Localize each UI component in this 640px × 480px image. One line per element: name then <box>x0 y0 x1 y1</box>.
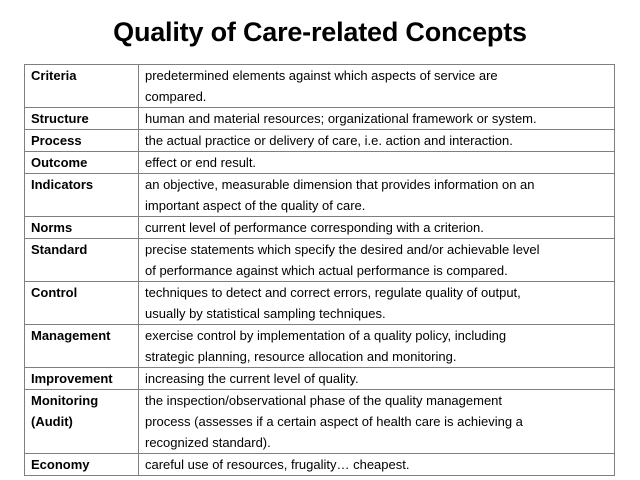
definition-cell: techniques to detect and correct errors,… <box>138 281 615 325</box>
definition-cell: predetermined elements against which asp… <box>138 64 615 108</box>
term-cell: Structure <box>24 107 139 130</box>
definition-cell: careful use of resources, frugality… che… <box>138 453 615 476</box>
table-row: Criteria predetermined elements against … <box>24 64 615 108</box>
table-row: Indicators an objective, measurable dime… <box>24 173 615 217</box>
definition-cell: current level of performance correspondi… <box>138 216 615 239</box>
term-cell: Process <box>24 129 139 152</box>
table-row: Monitoring (Audit) the inspection/observ… <box>24 389 615 454</box>
term-cell: Management <box>24 324 139 368</box>
term-cell: Indicators <box>24 173 139 217</box>
table-row: Structure human and material resources; … <box>24 107 615 130</box>
definition-cell: effect or end result. <box>138 151 615 174</box>
table-row: Outcome effect or end result. <box>24 151 615 174</box>
term-cell: Economy <box>24 453 139 476</box>
table-row: Norms current level of performance corre… <box>24 216 615 239</box>
term-cell: Control <box>24 281 139 325</box>
table-row: Improvement increasing the current level… <box>24 367 615 390</box>
term-cell: Monitoring (Audit) <box>24 389 139 454</box>
term-cell: Norms <box>24 216 139 239</box>
table-row: Management exercise control by implement… <box>24 324 615 368</box>
slide-title: Quality of Care-related Concepts <box>113 17 527 47</box>
concepts-table: Criteria predetermined elements against … <box>24 64 615 476</box>
table-row: Control techniques to detect and correct… <box>24 281 615 325</box>
term-cell: Improvement <box>24 367 139 390</box>
definition-cell: exercise control by implementation of a … <box>138 324 615 368</box>
term-cell: Criteria <box>24 64 139 108</box>
table-row: Standard precise statements which specif… <box>24 238 615 282</box>
term-cell: Standard <box>24 238 139 282</box>
table-row: Economy careful use of resources, frugal… <box>24 453 615 476</box>
definition-cell: an objective, measurable dimension that … <box>138 173 615 217</box>
definition-cell: precise statements which specify the des… <box>138 238 615 282</box>
definition-cell: the actual practice or delivery of care,… <box>138 129 615 152</box>
definition-cell: the inspection/observational phase of th… <box>138 389 615 454</box>
term-cell: Outcome <box>24 151 139 174</box>
table-row: Process the actual practice or delivery … <box>24 129 615 152</box>
definition-cell: increasing the current level of quality. <box>138 367 615 390</box>
definition-cell: human and material resources; organizati… <box>138 107 615 130</box>
